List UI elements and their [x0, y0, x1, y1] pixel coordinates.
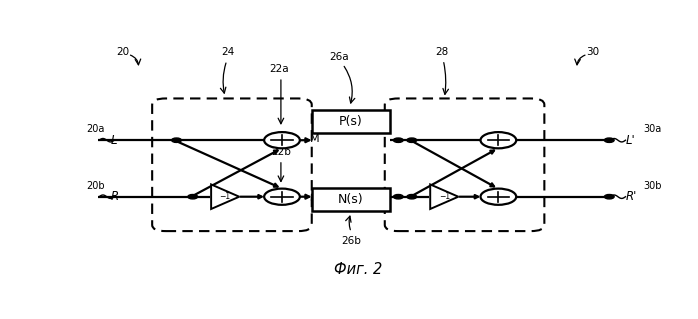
Text: 26a: 26a [329, 52, 348, 62]
Circle shape [480, 189, 517, 205]
Circle shape [604, 195, 614, 199]
Text: 28: 28 [435, 47, 448, 57]
Text: 24: 24 [221, 47, 235, 57]
Text: 20b: 20b [86, 181, 105, 191]
Text: 22a: 22a [269, 64, 289, 74]
Text: L': L' [625, 134, 635, 147]
Circle shape [480, 132, 517, 148]
Text: 20a: 20a [86, 124, 105, 134]
Text: S: S [310, 193, 317, 203]
Text: 30: 30 [586, 47, 600, 57]
Circle shape [188, 195, 198, 199]
Text: N(s): N(s) [338, 193, 364, 206]
Text: −1: −1 [220, 192, 231, 201]
Polygon shape [211, 184, 239, 209]
Circle shape [394, 195, 403, 199]
Text: 30b: 30b [644, 181, 662, 191]
Text: 20: 20 [116, 47, 129, 57]
Text: −1: −1 [439, 192, 450, 201]
Circle shape [604, 138, 614, 142]
Text: P(s): P(s) [339, 115, 363, 128]
Text: L: L [111, 134, 117, 147]
Text: M: M [310, 134, 319, 144]
Circle shape [264, 132, 300, 148]
Text: 26b: 26b [341, 236, 361, 246]
Bar [312, 109, 390, 133]
Circle shape [394, 138, 403, 142]
Text: 30a: 30a [644, 124, 662, 134]
Circle shape [172, 138, 181, 142]
Text: R: R [111, 190, 119, 203]
Text: Фиг. 2: Фиг. 2 [334, 262, 382, 277]
Circle shape [407, 195, 417, 199]
Bar [312, 188, 390, 211]
Text: 22b: 22b [271, 147, 291, 158]
Circle shape [264, 189, 300, 205]
Text: R': R' [625, 190, 637, 203]
Circle shape [407, 138, 417, 142]
Polygon shape [430, 184, 459, 209]
